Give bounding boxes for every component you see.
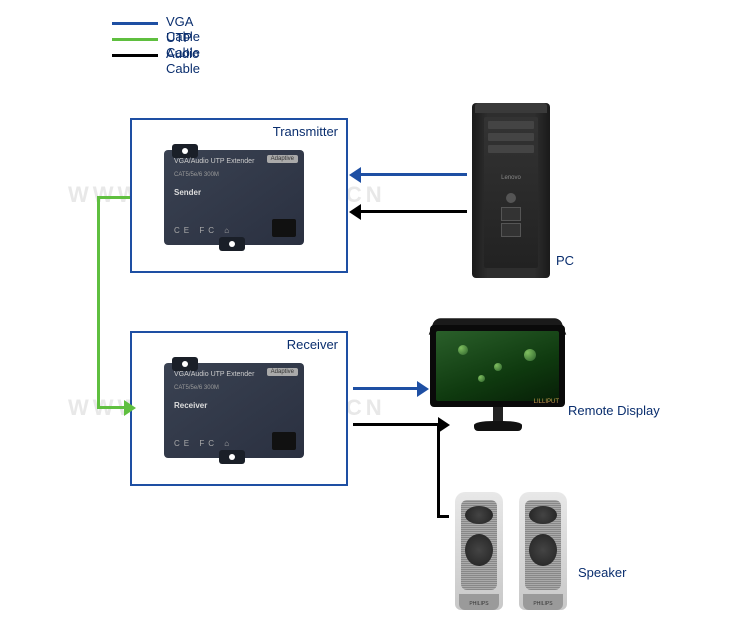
legend-swatch-vga: [112, 22, 158, 25]
transmitter-device: Adaptive VGA/Audio UTP Extender CAT5/5e/…: [164, 150, 304, 245]
receiver-box: Receiver Adaptive VGA/Audio UTP Extender…: [130, 331, 348, 486]
device-role: Receiver: [174, 401, 207, 410]
pc-tower: Lenovo: [472, 103, 550, 278]
audio-arrow-line: [437, 515, 449, 518]
rj45-port-icon: [272, 432, 296, 450]
device-role: Sender: [174, 188, 201, 197]
device-title: VGA/Audio UTP Extender: [174, 371, 294, 378]
legend-swatch-utp: [112, 38, 158, 41]
transmitter-box: Transmitter Adaptive VGA/Audio UTP Exten…: [130, 118, 348, 273]
speaker-brand: PHILIPS: [523, 601, 563, 607]
utp-arrow-icon: [124, 400, 136, 416]
legend-label-audio: Audio Cable: [166, 46, 200, 76]
vga-arrow-icon: [417, 381, 429, 397]
receiver-label: Receiver: [287, 337, 338, 352]
device-title: VGA/Audio UTP Extender: [174, 158, 294, 165]
remote-display: LILLIPUT: [430, 325, 565, 431]
vga-arrow-line: [360, 173, 467, 176]
rj45-port-icon: [272, 219, 296, 237]
device-sub: CAT5/5e/6 300M: [174, 172, 219, 178]
device-cert-icons: CE FC ⌂: [174, 226, 233, 235]
device-sub: CAT5/5e/6 300M: [174, 385, 219, 391]
speaker-label: Speaker: [578, 565, 626, 580]
display-label: Remote Display: [568, 403, 660, 418]
monitor-brand: LILLIPUT: [534, 399, 559, 405]
vga-arrow-line: [353, 387, 418, 390]
speaker-brand: PHILIPS: [459, 601, 499, 607]
audio-arrow-icon: [349, 204, 361, 220]
pc-label: PC: [556, 253, 574, 268]
vga-arrow-icon: [349, 167, 361, 183]
legend-swatch-audio: [112, 54, 158, 57]
receiver-device: Adaptive VGA/Audio UTP Extender CAT5/5e/…: [164, 363, 304, 458]
pc-brand: Lenovo: [484, 175, 538, 181]
transmitter-label: Transmitter: [273, 124, 338, 139]
speakers: PHILIPS PHILIPS: [451, 475, 571, 610]
audio-arrow-line: [360, 210, 467, 213]
utp-link-segment: [97, 196, 100, 409]
audio-arrow-line: [353, 423, 439, 426]
utp-link-segment: [97, 196, 130, 199]
device-cert-icons: CE FC ⌂: [174, 439, 233, 448]
audio-arrow-line: [437, 423, 440, 518]
